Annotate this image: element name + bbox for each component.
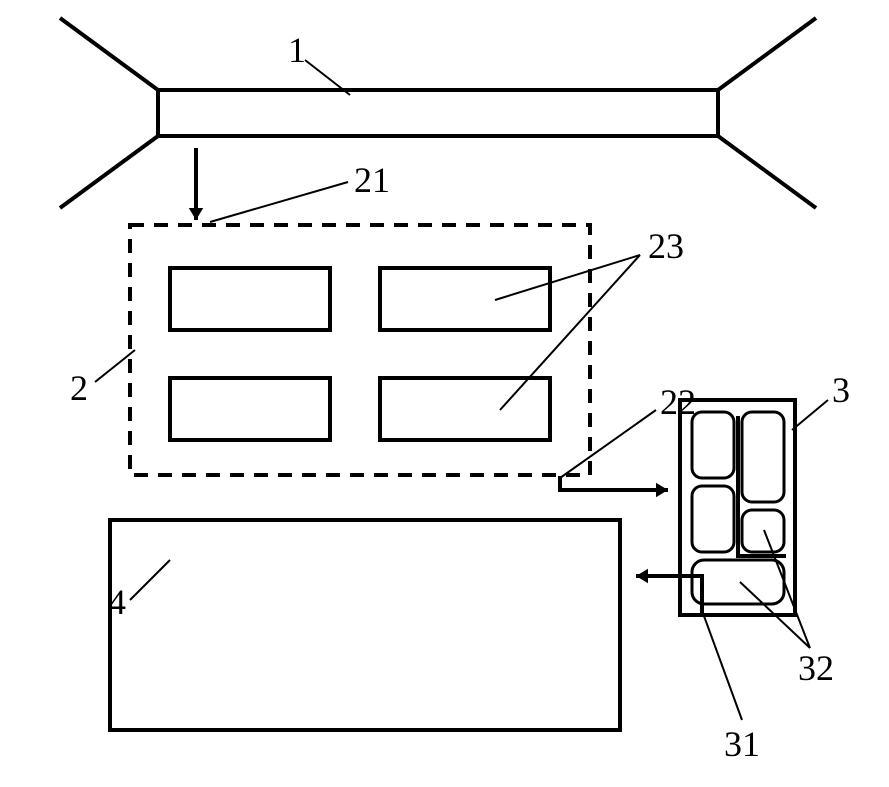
callout-c31 [704,616,742,720]
label-l22: 22 [660,382,696,422]
block-1-rect [158,90,718,136]
block-1-ray-1 [60,136,158,208]
callout-c3 [792,400,828,430]
label-l32: 32 [798,648,834,688]
callout-c32-0 [764,530,810,648]
block-4-rect [110,520,620,730]
callout-c21 [210,182,348,222]
arrow-22-head [656,483,668,497]
block-1-ray-2 [718,18,816,90]
label-l3: 3 [832,370,850,410]
callout-c23-0 [495,255,640,300]
block-2-inner-1 [380,268,550,330]
arrow-31-head [636,569,648,583]
callout-c23-1 [500,255,640,410]
block-1-ray-3 [718,136,816,208]
block-3-inner-0 [692,412,734,478]
arrow-22-path [560,476,668,490]
block-2-inner-0 [170,268,330,330]
block-2-inner-2 [170,378,330,440]
label-l23: 23 [648,226,684,266]
block-2-inner-3 [380,378,550,440]
block-3-inner-1 [692,486,734,552]
arrow-21-head [189,208,203,220]
block-1-ray-0 [60,18,158,90]
block-3-inner-3 [742,510,784,552]
label-l31: 31 [724,724,760,764]
callout-c4 [130,560,170,600]
block-3-inner-2 [742,412,784,502]
block-3-inner-4 [692,560,784,604]
block-3-tee [738,416,786,556]
block-2-dashed-rect [130,225,590,475]
label-l21: 21 [354,160,390,200]
label-l2: 2 [70,368,88,408]
callout-c22 [560,410,656,478]
label-l4: 4 [108,582,126,622]
label-l1: 1 [288,30,306,70]
